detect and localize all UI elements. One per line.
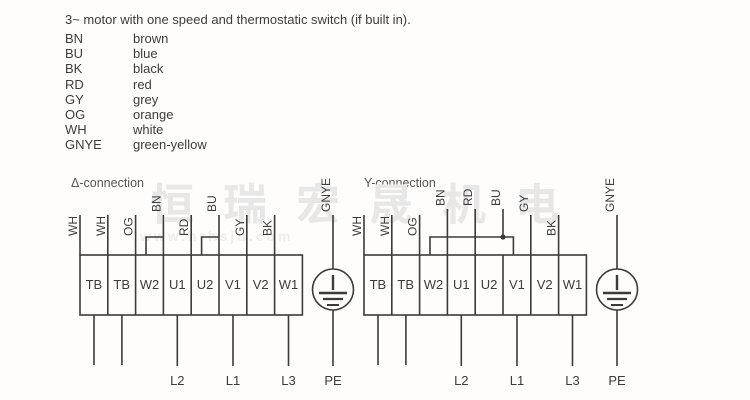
svg-text:RD: RD [177, 218, 191, 236]
svg-text:BU: BU [489, 189, 503, 206]
svg-text:GNYE: GNYE [319, 178, 333, 212]
svg-text:GNYE: GNYE [603, 178, 617, 212]
svg-text:BN: BN [433, 189, 447, 206]
svg-text:BU: BU [205, 195, 219, 212]
svg-text:GY: GY [233, 219, 247, 236]
svg-text:RD: RD [461, 188, 475, 206]
svg-text:BN: BN [149, 195, 163, 212]
svg-text:WH: WH [350, 216, 364, 236]
svg-text:OG: OG [406, 217, 420, 236]
svg-text:BK: BK [545, 220, 559, 236]
svg-text:BK: BK [261, 220, 275, 236]
svg-text:WH: WH [94, 216, 108, 236]
svg-text:GY: GY [517, 195, 531, 212]
svg-text:WH: WH [66, 216, 80, 236]
svg-text:WH: WH [378, 216, 392, 236]
svg-text:OG: OG [122, 217, 136, 236]
